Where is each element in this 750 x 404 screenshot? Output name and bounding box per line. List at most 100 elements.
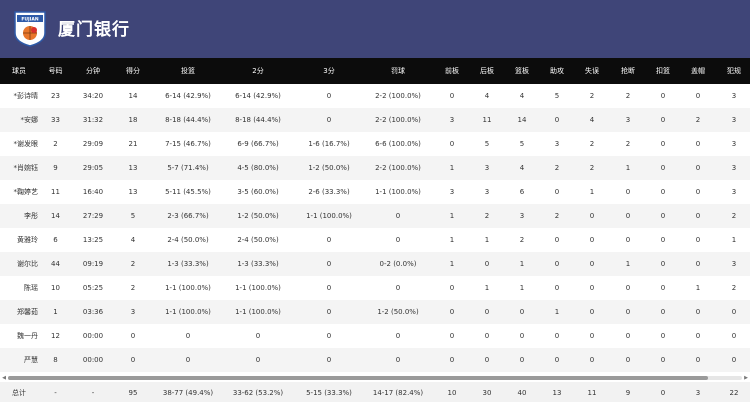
header-dunk: 扣篮 bbox=[656, 67, 670, 75]
cell-two: 6-14 (42.9%) bbox=[235, 92, 281, 100]
header-pf: 犯规 bbox=[727, 67, 741, 75]
cell-fg: 2-3 (66.7%) bbox=[167, 212, 209, 220]
cell-dunk: 0 bbox=[660, 332, 666, 340]
header-player: 球员 bbox=[12, 67, 26, 75]
cell-reb: 1 bbox=[519, 260, 525, 268]
cell-player-name: 谢尔比 bbox=[17, 260, 38, 268]
cell-tov: 1 bbox=[589, 188, 595, 196]
cell-three: 0 bbox=[326, 284, 332, 292]
cell-dunk: 0 bbox=[660, 92, 666, 100]
cell-reb: 1 bbox=[519, 284, 525, 292]
cell-minutes: 29:09 bbox=[82, 140, 104, 148]
cell-ast: 3 bbox=[554, 140, 560, 148]
cell-blk: 2 bbox=[695, 116, 701, 124]
cell-dunk: 0 bbox=[660, 284, 666, 292]
cell-points: 3 bbox=[130, 308, 136, 316]
scroll-right-arrow-icon[interactable]: ▶ bbox=[744, 375, 748, 381]
cell-ast: 0 bbox=[554, 260, 560, 268]
cell-pf: 3 bbox=[731, 116, 737, 124]
horizontal-scrollbar[interactable]: ◀ ▶ bbox=[0, 374, 750, 382]
scroll-left-arrow-icon[interactable]: ◀ bbox=[2, 375, 6, 381]
cell-minutes: 27:29 bbox=[82, 212, 104, 220]
cell-oreb: 0 bbox=[449, 284, 455, 292]
cell-fg: 5-11 (45.5%) bbox=[165, 188, 211, 196]
cell-tov: 0 bbox=[589, 308, 595, 316]
cell-ft: 2-2 (100.0%) bbox=[375, 164, 421, 172]
cell-dreb: 11 bbox=[482, 116, 492, 124]
cell-stl: 0 bbox=[625, 356, 631, 364]
table-row: 李彤 14 27:29 5 2-3 (66.7%) 1-2 (50.0%) 1-1 (100… bbox=[0, 204, 750, 228]
cell-minutes: 34:20 bbox=[82, 92, 104, 100]
cell-dreb: 3 bbox=[484, 188, 490, 196]
team-name: 厦门银行 bbox=[58, 20, 130, 40]
cell-reb: 0 bbox=[519, 332, 525, 340]
cell-ft: 0-2 (0.0%) bbox=[379, 260, 417, 268]
total-tov: 11 bbox=[587, 389, 597, 397]
cell-number: 2 bbox=[53, 140, 58, 148]
cell-ft: 6-6 (100.0%) bbox=[375, 140, 421, 148]
cell-ft: 0 bbox=[395, 356, 401, 364]
cell-ast: 1 bbox=[554, 308, 560, 316]
cell-pf: 1 bbox=[731, 236, 737, 244]
cell-player-name: *彭诗晴 bbox=[13, 92, 39, 100]
cell-three: 0 bbox=[326, 308, 332, 316]
table-row: 陈瑶 10 05:25 2 1-1 (100.0%) 1-1 (100.0%) 0 0 0 1 1 0… bbox=[0, 276, 750, 300]
cell-fg: 1-3 (33.3%) bbox=[167, 260, 209, 268]
cell-points: 13 bbox=[128, 164, 138, 172]
cell-tov: 2 bbox=[589, 164, 595, 172]
cell-tov: 0 bbox=[589, 284, 595, 292]
cell-ast: 0 bbox=[554, 188, 560, 196]
cell-ft: 1-2 (50.0%) bbox=[377, 308, 419, 316]
cell-dreb: 0 bbox=[484, 308, 490, 316]
cell-three: 1-1 (100.0%) bbox=[306, 212, 352, 220]
cell-number: 14 bbox=[51, 212, 60, 220]
cell-points: 4 bbox=[130, 236, 136, 244]
totals-row: 总计 - - 95 38-77 (49.4%) 33-62 (53.2%) 5-… bbox=[0, 382, 750, 402]
total-dreb: 30 bbox=[482, 389, 492, 397]
total-number: - bbox=[54, 389, 57, 397]
scrollbar-thumb[interactable] bbox=[8, 376, 708, 380]
cell-player-name: 黄雅玲 bbox=[17, 236, 38, 244]
cell-stl: 2 bbox=[625, 92, 631, 100]
cell-ft: 2-2 (100.0%) bbox=[375, 116, 421, 124]
cell-ast: 0 bbox=[554, 116, 560, 124]
cell-minutes: 00:00 bbox=[82, 356, 104, 364]
table-row: *鞠婷艺 11 16:40 13 5-11 (45.5%) 3-5 (60.0%) 2-6 … bbox=[0, 180, 750, 204]
cell-two: 1-2 (50.0%) bbox=[237, 212, 279, 220]
cell-dunk: 0 bbox=[660, 260, 666, 268]
cell-oreb: 0 bbox=[449, 332, 455, 340]
cell-pf: 2 bbox=[731, 284, 737, 292]
cell-minutes: 00:00 bbox=[82, 332, 104, 340]
cell-three: 0 bbox=[326, 356, 332, 364]
cell-ft: 0 bbox=[395, 212, 401, 220]
cell-tov: 4 bbox=[589, 116, 595, 124]
cell-tov: 0 bbox=[589, 212, 595, 220]
cell-fg: 1-1 (100.0%) bbox=[165, 308, 211, 316]
cell-oreb: 1 bbox=[449, 212, 455, 220]
cell-blk: 0 bbox=[695, 92, 701, 100]
cell-fg: 6-14 (42.9%) bbox=[165, 92, 211, 100]
cell-ast: 2 bbox=[554, 212, 560, 220]
cell-blk: 0 bbox=[695, 356, 701, 364]
cell-stl: 3 bbox=[625, 116, 631, 124]
cell-pf: 3 bbox=[731, 188, 737, 196]
cell-three: 0 bbox=[326, 92, 332, 100]
header-stl: 抢断 bbox=[621, 67, 635, 75]
cell-ast: 2 bbox=[554, 164, 560, 172]
total-ast: 13 bbox=[552, 389, 562, 397]
cell-ft: 0 bbox=[395, 236, 401, 244]
cell-pf: 3 bbox=[731, 92, 737, 100]
header-points: 得分 bbox=[126, 67, 140, 75]
header-oreb: 前板 bbox=[445, 67, 459, 75]
cell-player-name: *鞠婷艺 bbox=[13, 188, 39, 196]
cell-number: 6 bbox=[53, 236, 58, 244]
cell-two: 1-1 (100.0%) bbox=[235, 284, 281, 292]
cell-three: 1-6 (16.7%) bbox=[308, 140, 350, 148]
cell-stl: 1 bbox=[625, 164, 631, 172]
cell-minutes: 09:19 bbox=[82, 260, 104, 268]
table-row: *肖婉钰 9 29:05 13 5-7 (71.4%) 4-5 (80.0%) 1-2 (5… bbox=[0, 156, 750, 180]
table-row: *谢发眼 2 29:09 21 7-15 (46.7%) 6-9 (66.7%) 1-6 (… bbox=[0, 132, 750, 156]
cell-fg: 1-1 (100.0%) bbox=[165, 284, 211, 292]
cell-dunk: 0 bbox=[660, 140, 666, 148]
total-blk: 3 bbox=[695, 389, 701, 397]
